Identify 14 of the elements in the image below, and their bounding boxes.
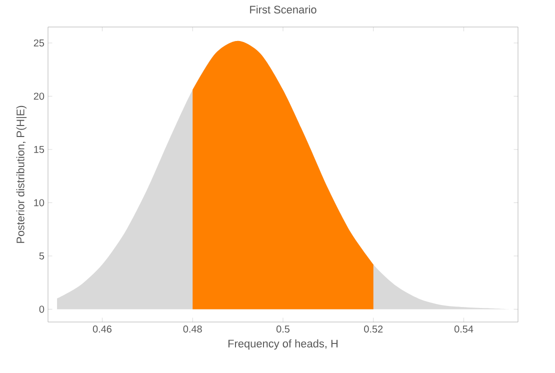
chart-title: First Scenario: [250, 5, 316, 14]
y-tick-label: 20: [34, 92, 44, 100]
y-tick-label: 15: [34, 146, 44, 153]
y-tick-label: 10: [34, 199, 44, 206]
x-tick-label: 0.5: [276, 326, 290, 333]
x-axis-title: Frequency of heads, H: [228, 339, 338, 350]
x-tick-label: 0.52: [364, 326, 383, 333]
x-tick-label: 0.54: [454, 326, 474, 333]
x-tick-label: 0.48: [183, 326, 202, 333]
y-tick-label: 5: [39, 252, 44, 260]
x-tick-label: 0.46: [92, 326, 112, 333]
y-tick-label: 25: [34, 39, 44, 46]
y-tick-label: 0: [39, 306, 44, 313]
y-axis-title: Posterior distribution, P(H|E): [16, 106, 27, 243]
